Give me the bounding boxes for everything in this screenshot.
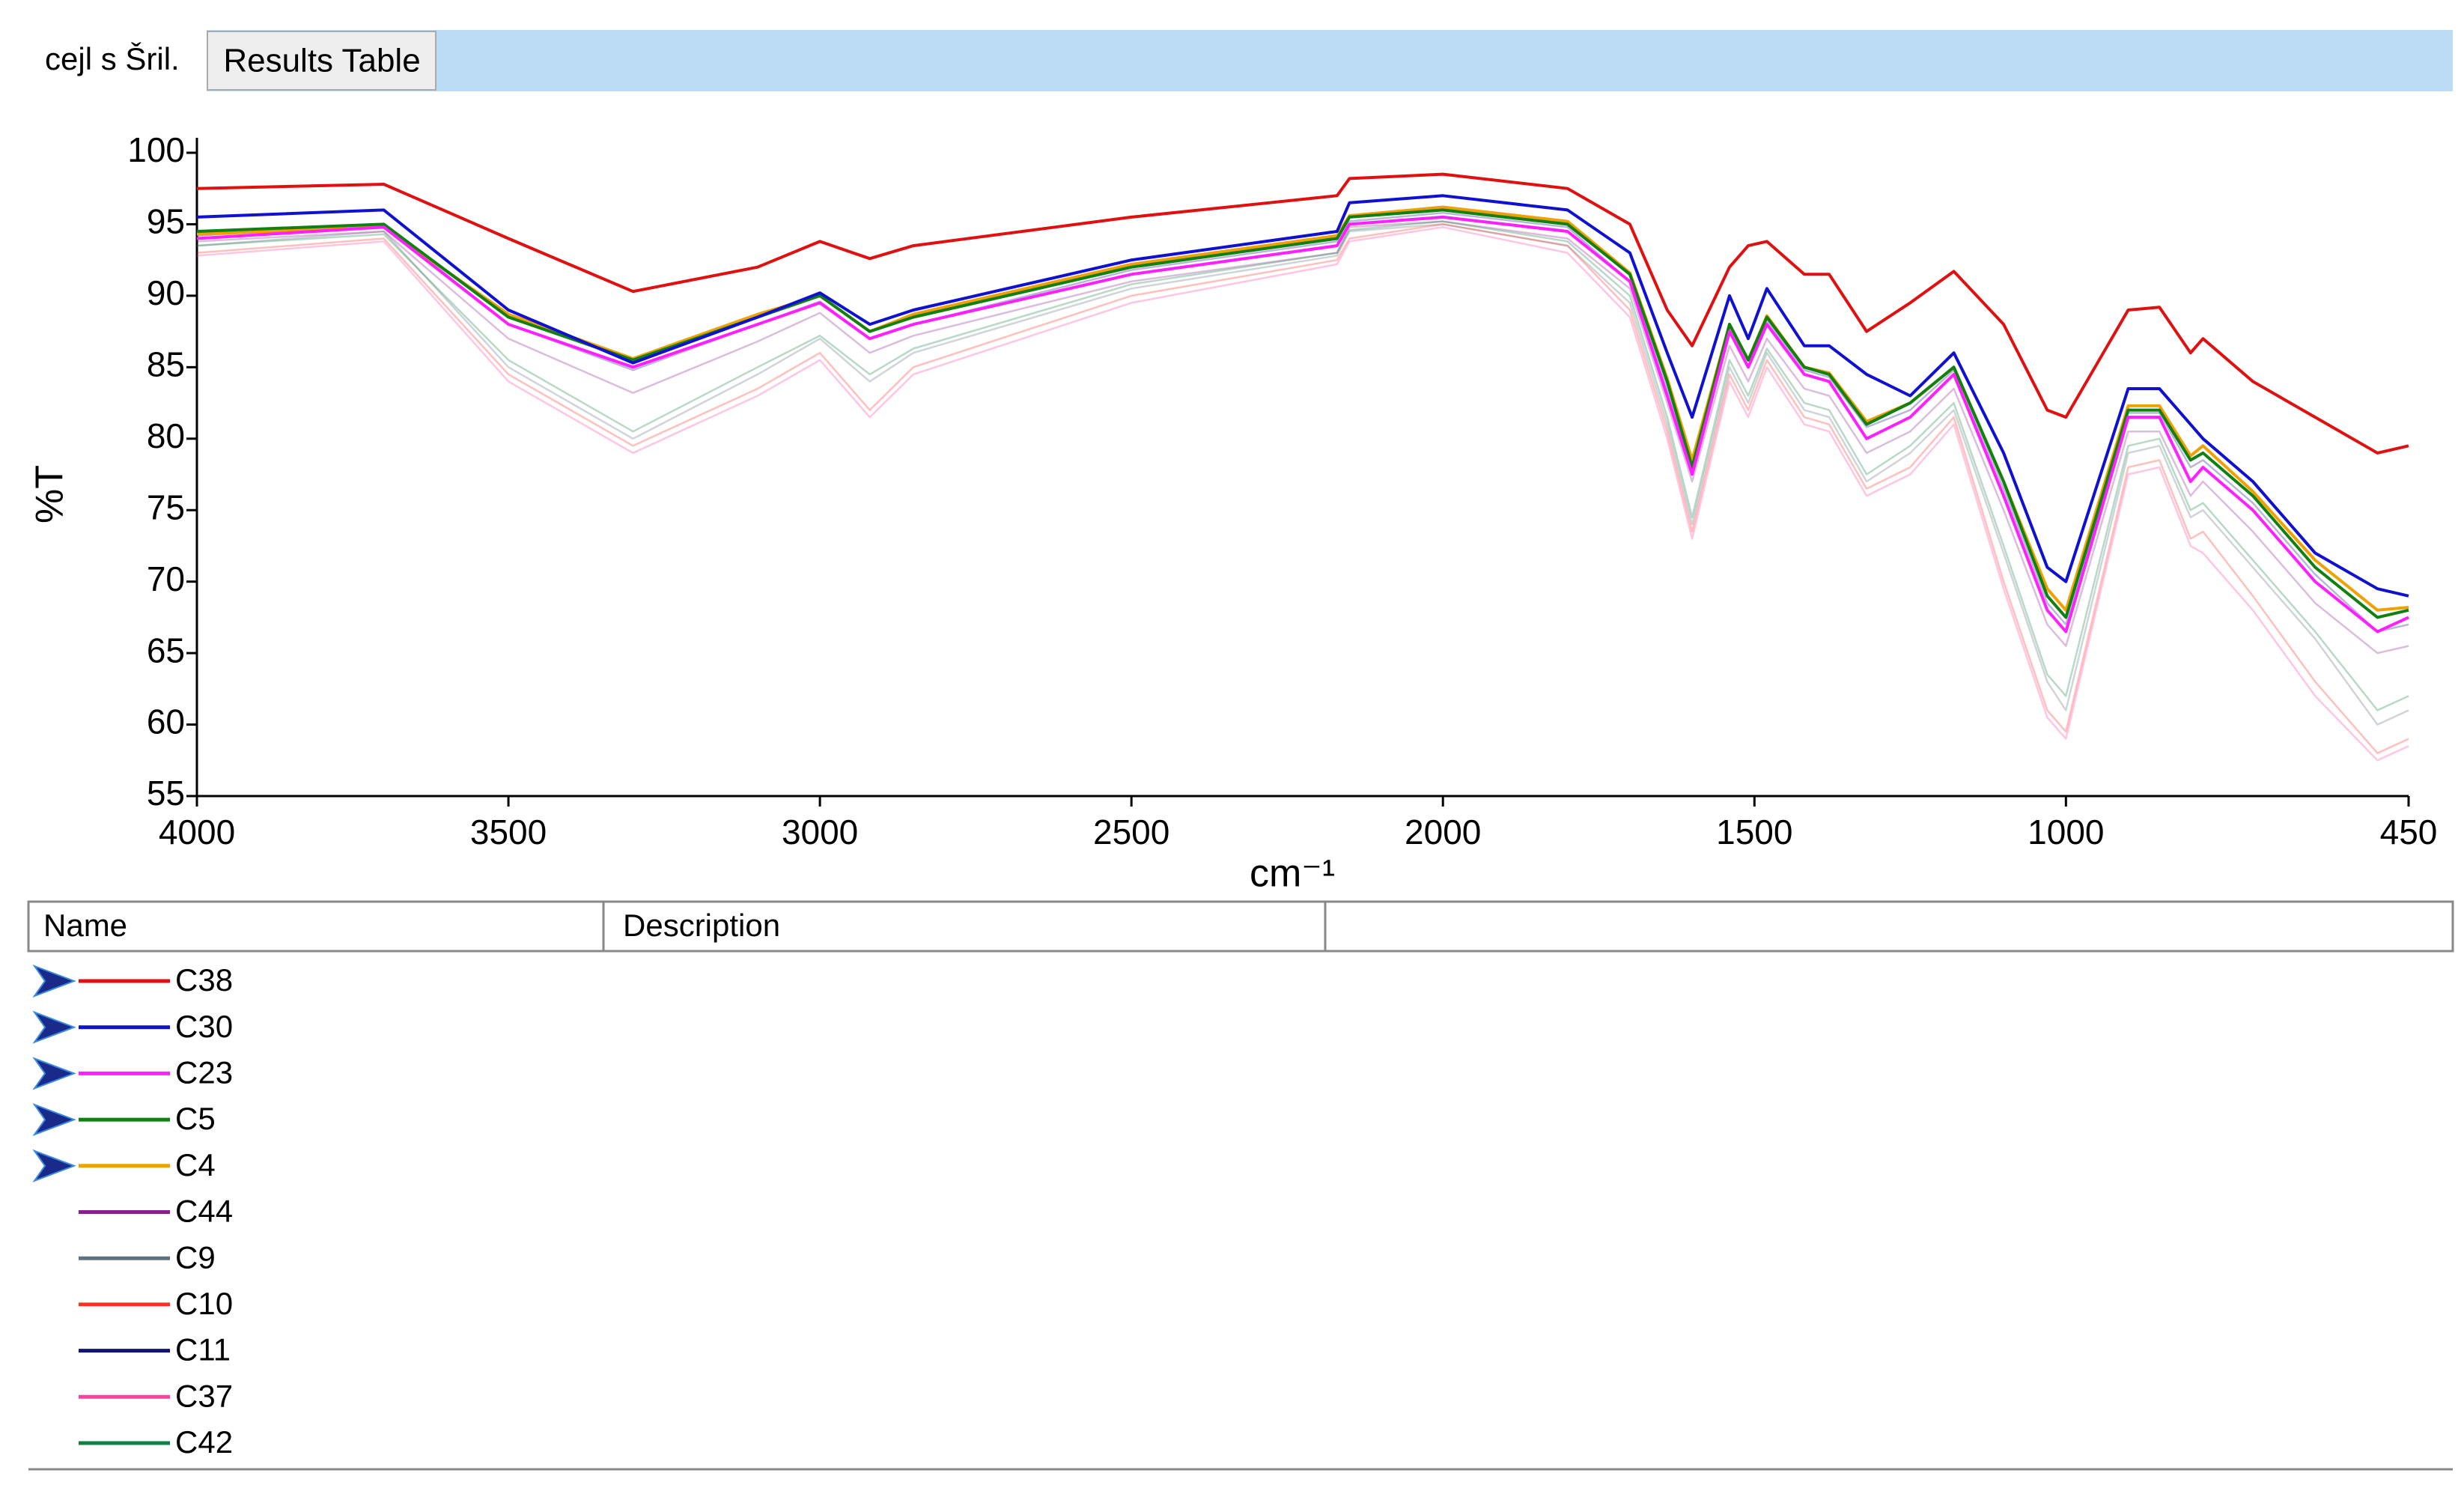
tab-label[interactable]: Results Table [223, 43, 420, 79]
y-tick-label: 90 [147, 273, 185, 312]
selection-arrow [32, 1010, 76, 1044]
selection-arrow [32, 964, 76, 998]
x-tick-label: 1500 [1716, 813, 1792, 851]
y-tick-label: 75 [147, 488, 185, 526]
x-axis-label: cm⁻¹ [1250, 852, 1335, 896]
series-name[interactable]: C38 [175, 962, 233, 998]
selection-arrow [32, 1149, 76, 1182]
y-tick-label: 80 [147, 416, 185, 455]
series-name[interactable]: C42 [175, 1424, 233, 1460]
spectrum-line [196, 172, 2409, 455]
x-tick-label: 3000 [782, 813, 858, 851]
series-name[interactable]: C11 [175, 1332, 231, 1367]
spectrum-line [196, 220, 2409, 711]
series-name[interactable]: C37 [175, 1378, 233, 1413]
y-tick-label: 55 [147, 774, 185, 813]
series-name[interactable]: C5 [175, 1101, 216, 1136]
x-tick-label: 2000 [1405, 813, 1481, 851]
tab-bar [207, 30, 2453, 91]
x-tick-label: 2500 [1093, 813, 1169, 851]
table-header [27, 900, 2454, 953]
window-label: cejl s Šril. [45, 41, 180, 76]
spectrum-line [196, 215, 2409, 634]
column-header[interactable]: Description [623, 908, 780, 943]
selection-arrow [32, 1103, 76, 1137]
spectrum-line [196, 194, 2409, 598]
spectrum-line [196, 220, 2409, 655]
y-tick-label: 100 [127, 130, 185, 169]
spectrum-line [196, 208, 2409, 619]
series-name[interactable]: C23 [175, 1054, 233, 1090]
y-tick-label: 65 [147, 631, 185, 669]
series-name[interactable]: C4 [175, 1147, 216, 1182]
y-tick-label: 70 [147, 559, 185, 598]
series-name[interactable]: C44 [175, 1194, 233, 1229]
y-tick-label: 60 [147, 702, 185, 741]
selection-arrow [32, 1057, 76, 1090]
x-tick-label: 450 [2380, 813, 2438, 851]
spectrum-line [196, 223, 2409, 726]
x-tick-label: 3500 [470, 813, 547, 851]
column-header[interactable]: Name [43, 908, 127, 943]
series-name[interactable]: C9 [175, 1239, 216, 1275]
series-name[interactable]: C30 [175, 1009, 233, 1044]
spectrum-line [196, 223, 2409, 754]
tab[interactable] [207, 31, 436, 91]
y-axis-label: %T [28, 465, 72, 523]
spectrum-line [196, 226, 2409, 762]
series-name[interactable]: C10 [175, 1286, 233, 1321]
y-tick-label: 95 [147, 202, 185, 241]
y-tick-label: 85 [147, 344, 185, 383]
x-tick-label: 1000 [2028, 813, 2104, 851]
x-tick-label: 4000 [159, 813, 235, 851]
